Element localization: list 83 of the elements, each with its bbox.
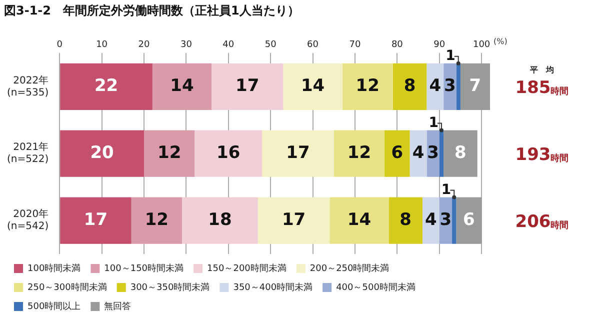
bar: [460, 63, 490, 110]
x-tick-label: 0: [56, 40, 63, 50]
data-label: 12: [157, 143, 182, 164]
data-label: 8: [404, 76, 416, 96]
legend-label: 100時間未満: [28, 262, 81, 274]
data-label: 17: [84, 210, 108, 230]
bar: [342, 63, 393, 110]
data-label: 4: [425, 210, 438, 230]
legend-label: 無回答: [104, 300, 132, 312]
text: 平 均: [529, 66, 554, 75]
legend-label: 100～150時間未満: [104, 262, 184, 274]
bar: [262, 130, 334, 177]
bar: [426, 63, 444, 110]
bar: [212, 63, 284, 110]
data-label: 6: [462, 210, 475, 230]
x-tick-label: 40: [222, 40, 234, 50]
data-label: 14: [347, 210, 372, 230]
data-label: 17: [286, 143, 310, 164]
data-label: 12: [347, 143, 372, 164]
bar: [60, 130, 144, 177]
bar: [144, 130, 195, 177]
data-label: 1: [446, 48, 456, 64]
data-label: 3: [444, 76, 456, 96]
bar: [194, 130, 262, 177]
bar: [131, 197, 182, 244]
bar: [422, 197, 440, 244]
x-tick-label: 50: [264, 40, 277, 50]
chart-title: 図3-1-2 年間所定外労働時間数（正社員1人当たり）: [4, 3, 300, 18]
data-label: 8: [454, 143, 466, 164]
x-tick-label: 10: [96, 40, 108, 50]
x-tick-label: 60: [307, 40, 319, 50]
data-label: 4: [429, 76, 442, 96]
data-label: 22: [94, 76, 118, 96]
data-label: 12: [144, 210, 168, 230]
bar: [60, 197, 132, 244]
data-label: 6: [391, 143, 404, 164]
bar: [182, 197, 258, 244]
data-label: 3: [440, 210, 452, 230]
x-tick-label: 90: [434, 40, 446, 50]
y-tick-label: 2021年 (n=522): [6, 141, 49, 166]
data-label: 14: [170, 76, 194, 96]
bar: [388, 197, 422, 244]
bar: [258, 197, 330, 244]
data-label: 12: [356, 76, 380, 96]
bar: [456, 197, 482, 244]
text: 206時間: [515, 212, 569, 232]
y-tick-label: 2022年 (n=535): [6, 74, 49, 98]
data-label: 8: [400, 210, 412, 230]
bar: [384, 130, 410, 177]
x-tick-label: 30: [180, 40, 192, 50]
data-label: 14: [300, 76, 325, 96]
legend-label: 300～350時間未満: [130, 282, 210, 293]
legend-label: 400～500時間未満: [336, 282, 416, 293]
legend-label: 200～250時間未満: [310, 262, 390, 274]
bar: [444, 130, 478, 177]
data-label: 17: [236, 76, 260, 96]
data-label: 3: [427, 143, 439, 164]
data-label: 17: [282, 210, 306, 230]
data-label: 1: [428, 114, 438, 131]
x-tick-label: 100: [472, 40, 490, 50]
x-axis-title: (%): [494, 36, 508, 46]
bar: [334, 130, 385, 177]
data-label: 18: [208, 210, 232, 230]
data-label: 20: [90, 143, 114, 164]
data-label: 7: [469, 76, 482, 96]
y-tick-label: 2020年 (n=542): [6, 208, 49, 232]
data-label: 4: [412, 143, 424, 164]
legend-label: 350～400時間未満: [233, 282, 313, 293]
x-tick-label: 20: [138, 40, 150, 50]
legend-label: 500時間以上: [28, 300, 81, 312]
bar: [392, 63, 427, 110]
data-label: 16: [216, 143, 240, 164]
text: 185時間: [515, 78, 569, 98]
bar: [60, 63, 152, 110]
legend-label: 150～200時間未満: [207, 262, 286, 274]
bar: [330, 197, 389, 244]
bar: [283, 63, 342, 110]
text: 193時間: [515, 145, 569, 166]
data-label: 1: [441, 182, 452, 198]
x-tick-label: 80: [391, 40, 404, 50]
bar: [152, 63, 212, 110]
x-tick-label: 70: [349, 40, 361, 50]
legend-label: 250～300時間未満: [28, 282, 107, 293]
